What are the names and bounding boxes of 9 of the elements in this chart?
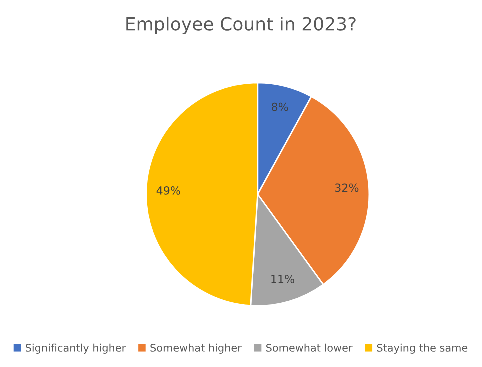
data-label: 8% <box>272 102 288 112</box>
legend-label: Staying the same <box>377 344 468 354</box>
legend-label: Significantly higher <box>26 344 126 354</box>
data-label: 32% <box>335 184 359 192</box>
data-label: 49% <box>156 186 180 195</box>
data-label: 11% <box>272 275 295 284</box>
chart-title: Employee Count in 2023? <box>126 16 356 34</box>
legend-label: Somewhat higher <box>150 344 242 354</box>
legend-label: Somewhat lower <box>266 344 353 352</box>
